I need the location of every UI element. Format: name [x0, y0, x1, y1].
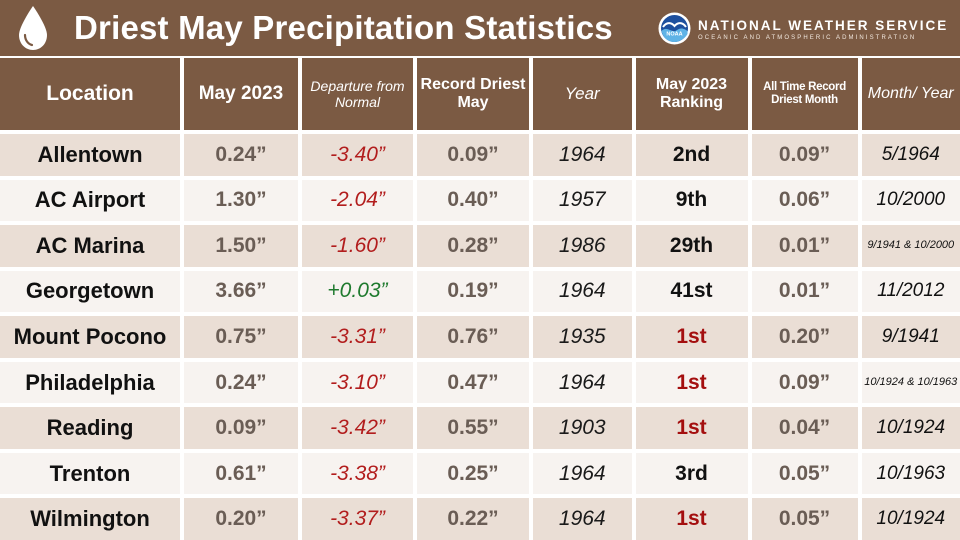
- record-year-cell: 1903: [533, 407, 632, 449]
- month-year-cell: 10/1963: [861, 452, 960, 495]
- all-time-record-cell: 0.09”: [751, 134, 858, 176]
- month-year-cell: 10/1924: [861, 407, 960, 449]
- col-header-location: Location: [0, 58, 180, 130]
- may-2023-cell: 0.24”: [184, 361, 298, 404]
- record-year-cell: 1986: [533, 225, 632, 267]
- departure-cell: -3.38”: [302, 452, 413, 495]
- ranking-cell: 1st: [635, 498, 748, 540]
- departure-cell: -3.42”: [302, 407, 413, 449]
- month-year-cell: 11/2012: [861, 270, 960, 313]
- ranking-cell: 3rd: [635, 452, 748, 495]
- all-time-record-cell: 0.05”: [751, 452, 858, 495]
- noaa-logo-icon: NOAA: [658, 12, 691, 45]
- departure-cell: -1.60”: [302, 225, 413, 267]
- col-header-record-driest-may: Record Driest May: [417, 58, 529, 130]
- month-year-cell: 5/1964: [861, 134, 960, 176]
- record-year-cell: 1964: [533, 498, 632, 540]
- departure-cell: -3.40”: [302, 134, 413, 176]
- col-header-ranking: May 2023 Ranking: [635, 58, 748, 130]
- location-cell: Allentown: [0, 134, 180, 176]
- ranking-cell: 29th: [635, 225, 748, 267]
- may-2023-cell: 1.30”: [184, 179, 298, 222]
- col-header-year: Year: [533, 58, 632, 130]
- record-driest-may-cell: 0.25”: [417, 452, 529, 495]
- departure-cell: -3.37”: [302, 498, 413, 540]
- departure-cell: -2.04”: [302, 179, 413, 222]
- ranking-cell: 9th: [635, 179, 748, 222]
- record-driest-may-cell: 0.19”: [417, 270, 529, 313]
- may-2023-cell: 3.66”: [184, 270, 298, 313]
- ranking-cell: 1st: [635, 407, 748, 449]
- location-cell: Mount Pocono: [0, 316, 180, 358]
- record-driest-may-cell: 0.22”: [417, 498, 529, 540]
- all-time-record-cell: 0.05”: [751, 498, 858, 540]
- departure-cell: -3.31”: [302, 316, 413, 358]
- location-cell: Trenton: [0, 452, 180, 495]
- record-driest-may-cell: 0.55”: [417, 407, 529, 449]
- record-driest-may-cell: 0.28”: [417, 225, 529, 267]
- col-header-month-year: Month/ Year: [861, 58, 960, 130]
- col-header-all-time-record: All Time Record Driest Month: [751, 58, 858, 130]
- record-year-cell: 1964: [533, 134, 632, 176]
- all-time-record-cell: 0.04”: [751, 407, 858, 449]
- month-year-cell: 9/1941: [861, 316, 960, 358]
- record-driest-may-cell: 0.40”: [417, 179, 529, 222]
- record-year-cell: 1964: [533, 361, 632, 404]
- precipitation-table: Location May 2023 Departure from Normal …: [0, 56, 960, 540]
- all-time-record-cell: 0.09”: [751, 361, 858, 404]
- page-title: Driest May Precipitation Statistics: [74, 9, 613, 46]
- agency-subtitle: OCEANIC AND ATMOSPHERIC ADMINISTRATION: [698, 35, 917, 41]
- record-year-cell: 1935: [533, 316, 632, 358]
- may-2023-cell: 0.24”: [184, 134, 298, 176]
- all-time-record-cell: 0.06”: [751, 179, 858, 222]
- svg-text:NOAA: NOAA: [666, 32, 682, 38]
- record-driest-may-cell: 0.76”: [417, 316, 529, 358]
- ranking-cell: 1st: [635, 316, 748, 358]
- col-header-departure: Departure from Normal: [302, 58, 413, 130]
- may-2023-cell: 0.20”: [184, 498, 298, 540]
- all-time-record-cell: 0.01”: [751, 225, 858, 267]
- departure-cell: +0.03”: [302, 270, 413, 313]
- location-cell: Wilmington: [0, 498, 180, 540]
- month-year-cell: 10/1924: [861, 498, 960, 540]
- agency-name: NATIONAL WEATHER SERVICE: [698, 18, 949, 33]
- record-driest-may-cell: 0.47”: [417, 361, 529, 404]
- record-year-cell: 1964: [533, 270, 632, 313]
- ranking-cell: 2nd: [635, 134, 748, 176]
- record-driest-may-cell: 0.09”: [417, 134, 529, 176]
- may-2023-cell: 1.50”: [184, 225, 298, 267]
- ranking-cell: 41st: [635, 270, 748, 313]
- month-year-cell: 9/1941 & 10/2000: [861, 225, 960, 267]
- title-banner: Driest May Precipitation Statistics NOAA…: [0, 0, 960, 56]
- record-year-cell: 1957: [533, 179, 632, 222]
- all-time-record-cell: 0.01”: [751, 270, 858, 313]
- col-header-may-2023: May 2023: [184, 58, 298, 130]
- may-2023-cell: 0.09”: [184, 407, 298, 449]
- month-year-cell: 10/2000: [861, 179, 960, 222]
- may-2023-cell: 0.75”: [184, 316, 298, 358]
- location-cell: AC Marina: [0, 225, 180, 267]
- location-cell: Philadelphia: [0, 361, 180, 404]
- ranking-cell: 1st: [635, 361, 748, 404]
- record-year-cell: 1964: [533, 452, 632, 495]
- location-cell: AC Airport: [0, 179, 180, 222]
- may-2023-cell: 0.61”: [184, 452, 298, 495]
- location-cell: Reading: [0, 407, 180, 449]
- all-time-record-cell: 0.20”: [751, 316, 858, 358]
- departure-cell: -3.10”: [302, 361, 413, 404]
- location-cell: Georgetown: [0, 270, 180, 313]
- water-drop-icon: [19, 6, 47, 50]
- month-year-cell: 10/1924 & 10/1963: [861, 361, 960, 404]
